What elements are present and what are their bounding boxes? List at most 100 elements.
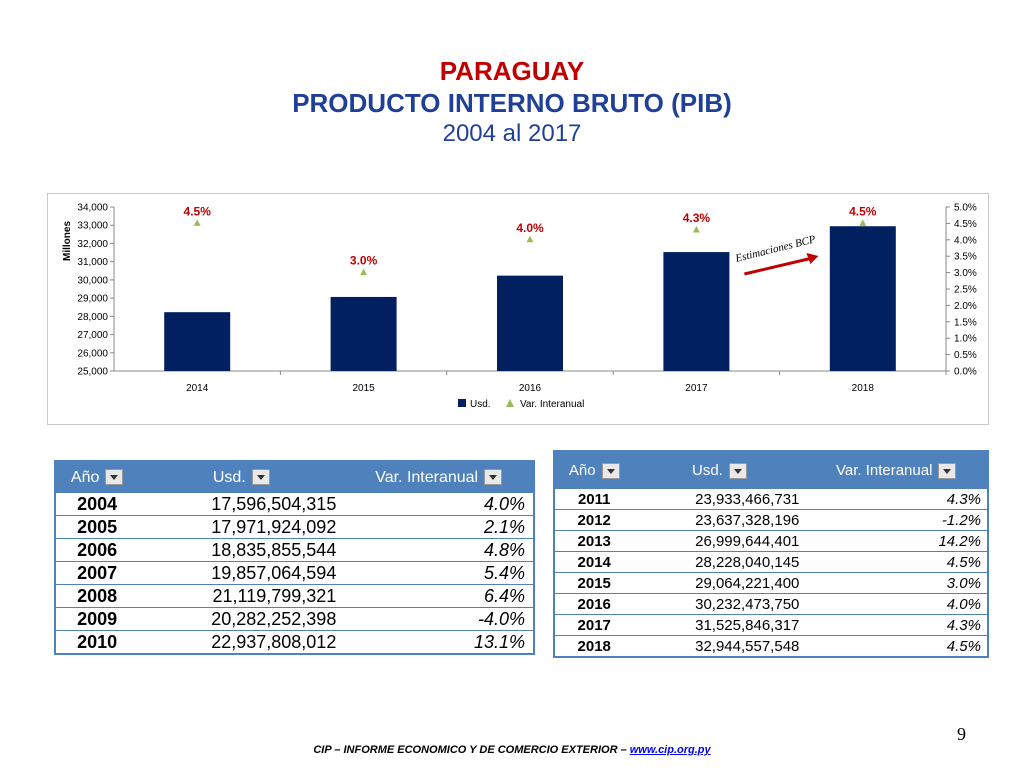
table-row: 2008 21,119,799,321 6.4% — [55, 584, 534, 608]
page-period: 2004 al 2017 — [442, 120, 582, 147]
table-row: 2015 29,064,221,400 3.0% — [554, 572, 988, 594]
usd-cell: 30,232,473,750 — [633, 593, 806, 615]
data-label: 4.3% — [683, 211, 711, 225]
var-cell: 3.0% — [805, 572, 988, 594]
table-row: 2017 31,525,846,317 4.3% — [554, 614, 988, 636]
footer-link[interactable]: www.cip.org.py — [629, 744, 711, 756]
usd-cell: 17,971,924,092 — [138, 515, 345, 539]
bar — [330, 296, 397, 371]
y-tick-label: 28,000 — [77, 312, 108, 323]
y-tick-label: 33,000 — [77, 221, 108, 232]
y2-tick-label: 0.0% — [954, 367, 977, 378]
table-row: 2014 28,228,040,145 4.5% — [554, 551, 988, 573]
column-header-usd[interactable]: Usd. — [633, 451, 806, 489]
usd-cell: 22,937,808,012 — [138, 630, 345, 655]
column-header-var[interactable]: Var. Interanual — [344, 461, 534, 493]
y2-tick-label: 4.5% — [954, 219, 977, 230]
var-cell: 4.8% — [344, 538, 534, 562]
var-cell: 4.5% — [805, 551, 988, 573]
bar — [663, 252, 730, 371]
usd-cell: 21,119,799,321 — [138, 584, 345, 608]
table-row: 2016 30,232,473,750 4.0% — [554, 593, 988, 615]
year-cell: 2014 — [554, 551, 634, 573]
usd-cell: 29,064,221,400 — [633, 572, 806, 594]
table-row: 2004 17,596,504,315 4.0% — [55, 493, 534, 516]
legend-swatch — [506, 399, 514, 407]
y-axis-title: Millones — [62, 221, 73, 261]
arrow-head-icon — [806, 253, 819, 264]
var-cell: -4.0% — [344, 607, 534, 631]
data-point — [859, 219, 867, 226]
x-tick-label: 2017 — [685, 383, 708, 394]
y2-tick-label: 2.0% — [954, 301, 977, 312]
usd-cell: 18,835,855,544 — [138, 538, 345, 562]
y-tick-label: 31,000 — [77, 257, 108, 268]
year-cell: 2009 — [55, 607, 139, 631]
year-cell: 2008 — [55, 584, 139, 608]
year-cell: 2006 — [55, 538, 139, 562]
var-cell: 14.2% — [805, 530, 988, 552]
usd-cell: 28,228,040,145 — [633, 551, 806, 573]
filter-dropdown-icon[interactable] — [484, 469, 503, 486]
y-tick-label: 26,000 — [77, 348, 108, 359]
legend-label: Usd. — [470, 399, 491, 410]
table-row: 2011 23,933,466,731 4.3% — [554, 489, 988, 510]
y2-tick-label: 3.0% — [954, 268, 977, 279]
y2-tick-label: 1.0% — [954, 334, 977, 345]
y-tick-label: 25,000 — [77, 367, 108, 378]
x-tick-label: 2015 — [352, 383, 375, 394]
var-cell: 4.0% — [344, 493, 534, 516]
table-row: 2012 23,637,328,196 -1.2% — [554, 509, 988, 531]
column-header-var[interactable]: Var. Interanual — [805, 451, 988, 489]
gdp-chart: 25,000 26,000 27,000 28,000 29,000 30,000 31,0… — [47, 193, 989, 425]
data-label: 3.0% — [350, 254, 378, 268]
var-cell: 2.1% — [344, 515, 534, 539]
y2-tick-label: 0.5% — [954, 350, 977, 361]
column-header-year[interactable]: Año — [55, 461, 139, 493]
var-cell: -1.2% — [805, 509, 988, 531]
table-row: 2005 17,971,924,092 2.1% — [55, 515, 534, 539]
filter-dropdown-icon[interactable] — [251, 469, 270, 486]
year-cell: 2015 — [554, 572, 634, 594]
year-cell: 2010 — [55, 630, 139, 655]
year-cell: 2011 — [554, 489, 634, 510]
y-tick-label: 30,000 — [77, 275, 108, 286]
filter-dropdown-icon[interactable] — [938, 463, 957, 480]
chart-svg: 25,000 26,000 27,000 28,000 29,000 30,000 31,0… — [62, 203, 977, 411]
filter-dropdown-icon[interactable] — [728, 463, 747, 480]
column-header-year[interactable]: Año — [554, 451, 634, 489]
filter-dropdown-icon[interactable] — [105, 469, 124, 486]
var-cell: 4.0% — [805, 593, 988, 615]
table-row: 2018 32,944,557,548 4.5% — [554, 635, 988, 658]
y-tick-label: 29,000 — [77, 294, 108, 305]
page-number: 9 — [957, 724, 966, 744]
var-cell: 4.3% — [805, 489, 988, 510]
legend-swatch — [458, 399, 466, 407]
data-label: 4.5% — [184, 204, 212, 218]
y2-tick-label: 4.0% — [954, 235, 977, 246]
table-row: 2006 18,835,855,544 4.8% — [55, 538, 534, 562]
data-point — [692, 225, 700, 233]
table-2011-2018: Año Usd. Var. Interanual 2011 23,933,466,… — [553, 450, 989, 658]
y-tick-label: 34,000 — [77, 203, 108, 214]
data-label: 4.0% — [516, 221, 544, 235]
column-header-usd[interactable]: Usd. — [138, 461, 345, 493]
filter-dropdown-icon[interactable] — [601, 463, 620, 480]
bar — [497, 275, 563, 371]
data-point — [193, 219, 201, 226]
usd-cell: 26,999,644,401 — [633, 530, 806, 552]
page-subtitle: PRODUCTO INTERNO BRUTO (PIB) — [292, 88, 732, 118]
bar — [164, 312, 231, 371]
usd-cell: 23,933,466,731 — [633, 489, 806, 510]
usd-cell: 20,282,252,398 — [138, 607, 345, 631]
var-cell: 4.3% — [805, 614, 988, 636]
annotation-arrow — [744, 256, 813, 276]
year-cell: 2017 — [554, 614, 634, 636]
x-tick-label: 2018 — [852, 383, 875, 394]
page-title: PARAGUAY — [439, 56, 585, 86]
usd-cell: 32,944,557,548 — [633, 635, 806, 658]
table-row: 2013 26,999,644,401 14.2% — [554, 530, 988, 552]
data-label: 4.5% — [849, 204, 877, 218]
y2-tick-label: 3.5% — [954, 252, 977, 263]
usd-cell: 31,525,846,317 — [633, 614, 806, 636]
